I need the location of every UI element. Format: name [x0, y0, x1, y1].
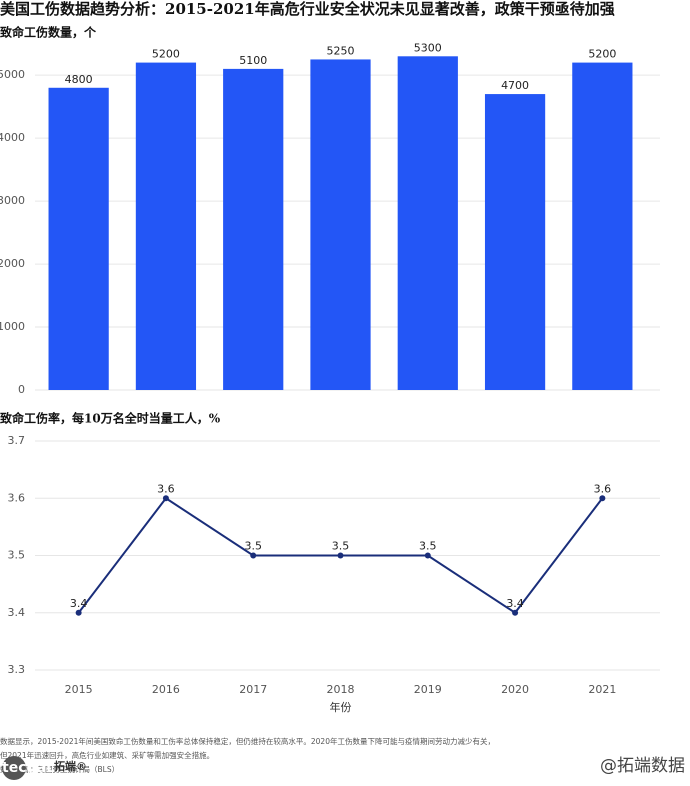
bar	[48, 87, 109, 391]
value-label: 5300	[414, 41, 442, 54]
point	[250, 552, 257, 559]
x-tick-label: 2017	[239, 683, 267, 696]
x-tick-label: 2015	[65, 683, 93, 696]
y-tick-label: 5000	[0, 68, 25, 81]
y-tick-label: 0	[18, 383, 25, 396]
point	[337, 552, 344, 559]
watermark: @拓端数据	[600, 756, 685, 776]
note: 数据来源：美国劳工统计局（BLS）	[0, 764, 119, 774]
value-label: 3.6	[157, 482, 175, 495]
point	[424, 552, 431, 559]
x-tick-label: 2019	[414, 683, 442, 696]
chart-title: 致命工伤数量，个	[0, 25, 97, 40]
x-tick-label: 2016	[152, 683, 180, 696]
value-label: 3.4	[506, 597, 524, 610]
y-tick-label: 2000	[0, 257, 25, 270]
y-tick-label: 3.3	[8, 663, 26, 676]
bar	[397, 56, 458, 390]
bar	[135, 62, 197, 391]
logo: tecdat	[2, 760, 53, 776]
chart-title: 致命工伤率，每10万名全时当量工人，%	[0, 411, 221, 426]
point	[75, 609, 82, 616]
y-tick-label: 3.5	[8, 549, 26, 562]
y-tick-label: 1000	[0, 320, 25, 333]
y-tick-label: 3.6	[8, 491, 26, 504]
x-axis-label: 年份	[330, 700, 352, 714]
note: 数据显示，2015-2021年间美国致命工伤数量和工伤率总体保持稳定，但仍维持在…	[0, 736, 495, 746]
logo-circle	[2, 756, 26, 780]
value-label: 4800	[65, 73, 93, 86]
value-label: 3.6	[594, 482, 612, 495]
value-label: 5200	[588, 48, 616, 61]
page-title: 美国工伤数据趋势分析：2015-2021年高危行业安全状况未见显著改善，政策干预…	[0, 0, 615, 18]
value-label: 3.4	[70, 597, 88, 610]
value-label: 3.5	[332, 540, 350, 553]
value-label: 4700	[501, 79, 529, 92]
value-label: 5100	[239, 54, 267, 67]
y-tick-label: 3.4	[8, 606, 26, 619]
value-label: 5250	[327, 44, 355, 57]
point	[599, 495, 606, 502]
value-label: 3.5	[244, 540, 262, 553]
point	[512, 609, 519, 616]
note: 但2021年迅速回升，高危行业如建筑、采矿等需加强安全措施。	[0, 750, 214, 760]
brand-name: 拓端®	[54, 759, 87, 773]
y-tick-label: 3000	[0, 194, 25, 207]
value-label: 5200	[152, 48, 180, 61]
value-label: 3.5	[419, 540, 437, 553]
bar	[310, 59, 371, 390]
bar	[223, 68, 284, 390]
point	[162, 495, 169, 502]
bar	[484, 94, 546, 391]
x-tick-label: 2018	[327, 683, 355, 696]
x-tick-label: 2020	[501, 683, 529, 696]
bar	[572, 62, 633, 391]
y-tick-label: 4000	[0, 131, 25, 144]
y-tick-label: 3.7	[8, 434, 26, 447]
x-tick-label: 2021	[588, 683, 616, 696]
